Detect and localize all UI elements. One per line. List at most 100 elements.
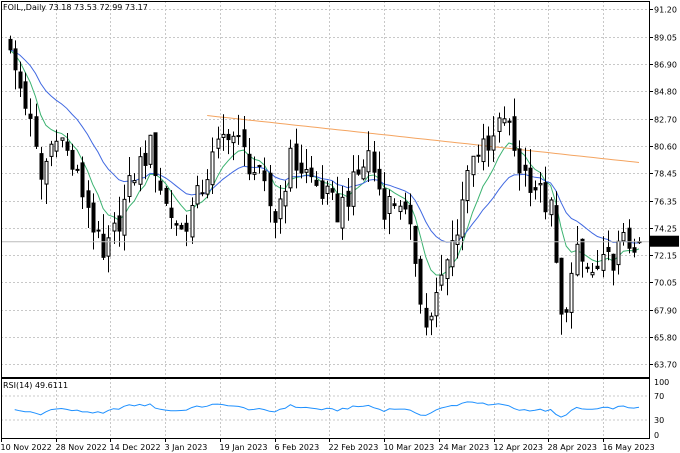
- chart-title: FOIL,,Daily 73.18 73.53 72.99 73.17: [3, 3, 148, 12]
- candle-up: [351, 171, 356, 207]
- time-tick-label: 24 Mar 2023: [439, 443, 490, 452]
- candle-down: [80, 162, 85, 198]
- candle-up: [304, 169, 309, 173]
- candle-down: [184, 222, 189, 232]
- candle-down: [392, 203, 397, 207]
- candle-down: [86, 190, 91, 208]
- time-tick-label: 16 May 2023: [603, 443, 655, 452]
- candle-down: [413, 225, 418, 264]
- candle-down: [330, 188, 335, 193]
- time-tick-label: 12 Apr 2023: [494, 443, 543, 452]
- candle-up: [210, 151, 215, 186]
- price-tick-label: 84.80: [654, 88, 677, 97]
- candle-down: [507, 120, 512, 123]
- time-tick-label: 28 Nov 2022: [56, 443, 107, 452]
- candle-down: [91, 202, 96, 233]
- candle-up: [481, 138, 486, 163]
- candle-down: [611, 253, 616, 271]
- candle-down: [174, 223, 179, 226]
- price-tick-label: 65.80: [654, 334, 677, 343]
- candle-up: [590, 271, 595, 276]
- rsi-line: [14, 401, 640, 418]
- candle-up: [549, 199, 554, 216]
- candle-up: [601, 253, 606, 271]
- candle-up: [278, 198, 283, 220]
- price-panel-frame: [1, 1, 650, 378]
- candle-up: [460, 199, 465, 238]
- candle-up: [132, 180, 137, 184]
- candle-down: [523, 164, 528, 171]
- candle-down: [424, 307, 429, 328]
- candle-down: [564, 309, 569, 313]
- candle-up: [361, 166, 366, 180]
- candle-up: [465, 170, 470, 202]
- candle-down: [512, 116, 517, 151]
- price-axis: 91.20 89.05 86.90 84.80 82.70 80.60 78.45 76.35…: [1, 6, 679, 370]
- rsi-tick-label: 0: [654, 431, 659, 440]
- candle-up: [257, 165, 262, 168]
- price-tick-label: 78.45: [654, 170, 677, 179]
- candle-up: [106, 237, 111, 257]
- candle-up: [497, 117, 502, 132]
- price-tick-label: 70.05: [654, 279, 677, 288]
- candle-up: [439, 274, 444, 286]
- ma-mid-line: [9, 49, 640, 244]
- candle-down: [377, 168, 382, 190]
- candle-up: [340, 196, 345, 229]
- candle-down: [268, 172, 273, 207]
- candle-down: [153, 132, 158, 177]
- candle-down: [200, 192, 205, 195]
- candle-down: [533, 187, 538, 191]
- candle-down: [476, 154, 481, 157]
- candle-down: [247, 153, 252, 175]
- candle-up: [569, 272, 574, 313]
- candle-down: [418, 258, 423, 305]
- candle-up: [325, 185, 330, 194]
- candle-down: [627, 227, 632, 249]
- candle-up: [538, 183, 543, 186]
- candle-up: [54, 140, 59, 152]
- candle-down: [236, 135, 241, 138]
- candle-down: [65, 141, 70, 151]
- candle-down: [606, 246, 611, 253]
- candle-down: [23, 81, 28, 109]
- candle-down: [408, 204, 413, 225]
- candle-up: [231, 135, 236, 144]
- candle-up: [60, 137, 65, 141]
- time-tick-label: 6 Feb 2023: [275, 443, 320, 452]
- candle-down: [403, 201, 408, 210]
- candle-down: [309, 167, 314, 178]
- candle-down: [158, 180, 163, 191]
- candle-down: [559, 257, 564, 315]
- rsi-tick-label: 30: [654, 416, 664, 425]
- time-tick-label: 28 Apr 2023: [548, 443, 597, 452]
- candle-down: [632, 247, 637, 253]
- candle-up: [491, 135, 496, 151]
- candle-down: [13, 48, 18, 71]
- candle-down: [356, 169, 361, 175]
- candle-up: [75, 168, 80, 171]
- candles: [8, 35, 642, 336]
- candle-up: [621, 231, 626, 242]
- time-tick-label: 22 Feb 2023: [329, 443, 379, 452]
- candle-up: [127, 175, 132, 197]
- candle-up: [429, 315, 434, 321]
- candle-up: [216, 138, 221, 149]
- candle-up: [575, 243, 580, 276]
- candle-up: [44, 160, 49, 185]
- price-tick-label: 82.70: [654, 116, 677, 125]
- candle-up: [445, 259, 450, 280]
- candle-down: [226, 133, 231, 141]
- rsi-label: RSI(14) 49.6111: [3, 381, 68, 390]
- time-tick-label: 14 Dec 2022: [110, 443, 161, 452]
- ma-slow-line: [207, 115, 640, 163]
- candle-up: [366, 150, 371, 173]
- candle-down: [320, 180, 325, 199]
- rsi-tick-label: 100: [654, 378, 669, 387]
- candle-down: [70, 149, 75, 170]
- candle-down: [554, 205, 559, 263]
- candle-down: [18, 71, 23, 89]
- candle-down: [179, 224, 184, 230]
- time-tick-label: 10 Nov 2022: [1, 443, 52, 452]
- candle-up: [288, 147, 293, 189]
